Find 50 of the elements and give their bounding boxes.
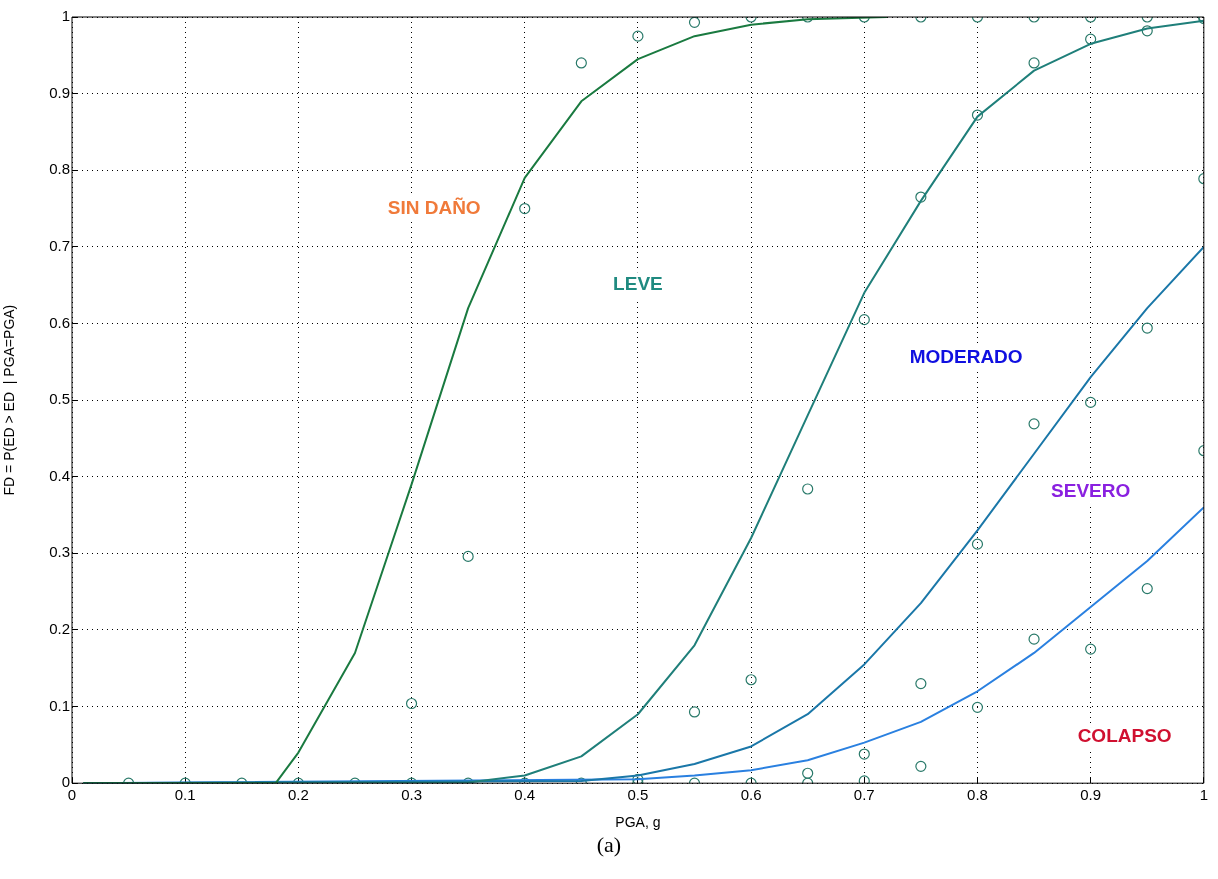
annotation: COLAPSO (1077, 725, 1172, 747)
x-tick-label: 1 (1199, 786, 1208, 804)
x-tick-label: 0.3 (401, 786, 422, 804)
y-tick-label: 0.4 (49, 466, 70, 484)
x-tick-label: 0.4 (514, 786, 536, 804)
point (858, 748, 870, 760)
x-tick-label: 0.9 (1080, 786, 1102, 804)
annotation: SIN DAÑO (387, 196, 481, 218)
point (971, 538, 984, 550)
y-tick-label: 0.8 (49, 160, 70, 178)
point (405, 697, 418, 710)
y-tick-label: 0.9 (49, 83, 70, 101)
point (745, 674, 757, 686)
x-tick-label: 0.2 (287, 786, 309, 804)
point (858, 314, 870, 326)
y-tick-label: 0.6 (49, 313, 70, 331)
y-axis-title: FD = P(ED > ED | PGA=PGA) (1, 304, 18, 496)
x-tick-label: 0.7 (853, 786, 875, 804)
x-tick-label: 0.5 (627, 786, 649, 804)
y-tick-label: 0.7 (49, 237, 70, 254)
x-tick-label: 0.6 (740, 786, 762, 804)
point (802, 483, 814, 495)
y-tick-label: 0.5 (49, 390, 70, 408)
point (519, 202, 531, 215)
point (1085, 396, 1097, 408)
point (858, 775, 870, 784)
point (1141, 582, 1153, 595)
point (915, 191, 927, 203)
point (688, 706, 701, 718)
x-axis-title: PGA, g (615, 814, 661, 831)
point (1141, 322, 1153, 334)
point (802, 767, 814, 779)
y-tick-label: 0.1 (49, 696, 70, 714)
point (1028, 418, 1040, 430)
x-tick-label: 0.1 (174, 786, 196, 804)
annotation: MODERADO (909, 346, 1023, 368)
y-tick-label: 0.2 (49, 620, 70, 638)
point (1028, 633, 1040, 645)
point (915, 677, 927, 690)
y-tick-label: 0.3 (49, 543, 70, 561)
annotation: SEVERO (1051, 480, 1131, 502)
y-tick-label: 0 (61, 773, 70, 791)
x-tick-label: 0.8 (967, 786, 988, 804)
point (462, 550, 474, 563)
point (971, 701, 984, 713)
y-tick-label: 1 (61, 7, 70, 25)
point (1085, 643, 1097, 655)
annotation: LEVE (613, 273, 663, 295)
point (915, 760, 927, 772)
text: (a) (595, 832, 623, 858)
